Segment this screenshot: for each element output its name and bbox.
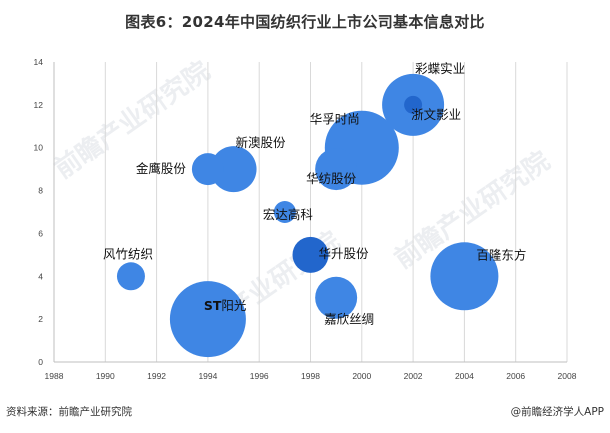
bubble-label: 百隆东方 [476, 247, 526, 262]
bubble[interactable] [116, 262, 145, 291]
x-tick-label: 1992 [147, 371, 166, 381]
bubble-label: 金鹰股份 [136, 161, 187, 176]
y-tick-label: 0 [38, 357, 43, 367]
bubble-label: 华纺股份 [306, 171, 357, 186]
bubble[interactable] [404, 95, 423, 114]
x-tick-label: 2000 [352, 371, 371, 381]
y-tick-label: 8 [38, 186, 43, 196]
y-tick-label: 4 [38, 271, 43, 281]
y-tick-label: 12 [34, 100, 44, 110]
bubble[interactable] [210, 146, 257, 193]
x-tick-label: 2008 [558, 371, 577, 381]
bubble-label: 华孚时尚 [310, 112, 360, 127]
bubble-label: 风竹纺织 [103, 246, 153, 261]
x-tick-label: 1996 [250, 371, 269, 381]
bubble[interactable] [273, 201, 296, 223]
x-tick-label: 1998 [301, 371, 320, 381]
x-tick-label: 2002 [404, 371, 423, 381]
bubble-label: 宏达高科 [263, 207, 314, 222]
x-tick-label: 2006 [506, 371, 525, 381]
bubble[interactable] [169, 281, 246, 358]
y-tick-label: 6 [38, 228, 43, 238]
bubble-label: 浙文影业 [411, 107, 461, 122]
bubble-label: ST阳光 [204, 298, 247, 313]
y-tick-label: 2 [38, 314, 43, 324]
bubble-label: 彩蝶实业 [415, 61, 465, 76]
x-tick-label: 1988 [45, 371, 64, 381]
bubble[interactable] [315, 148, 358, 191]
x-tick-label: 1990 [96, 371, 115, 381]
y-tick-label: 14 [34, 57, 44, 67]
credit-note: @前瞻经济学人APP [510, 406, 604, 418]
x-tick-label: 1994 [198, 371, 217, 381]
bubble-label: 新澳股份 [236, 135, 287, 150]
chart-title: 图表6：2024年中国纺织行业上市公司基本信息对比 [125, 13, 485, 31]
bubble[interactable] [430, 242, 499, 311]
x-tick-label: 2004 [455, 371, 474, 381]
bubble[interactable] [292, 236, 329, 273]
bubble[interactable] [315, 276, 358, 319]
bubble-label: 华升股份 [319, 246, 370, 261]
bubble-label: 嘉欣丝绸 [324, 312, 374, 327]
bubble[interactable] [191, 153, 224, 186]
source-note: 资料来源：前瞻产业研究院 [6, 406, 132, 418]
y-tick-label: 10 [34, 143, 44, 153]
